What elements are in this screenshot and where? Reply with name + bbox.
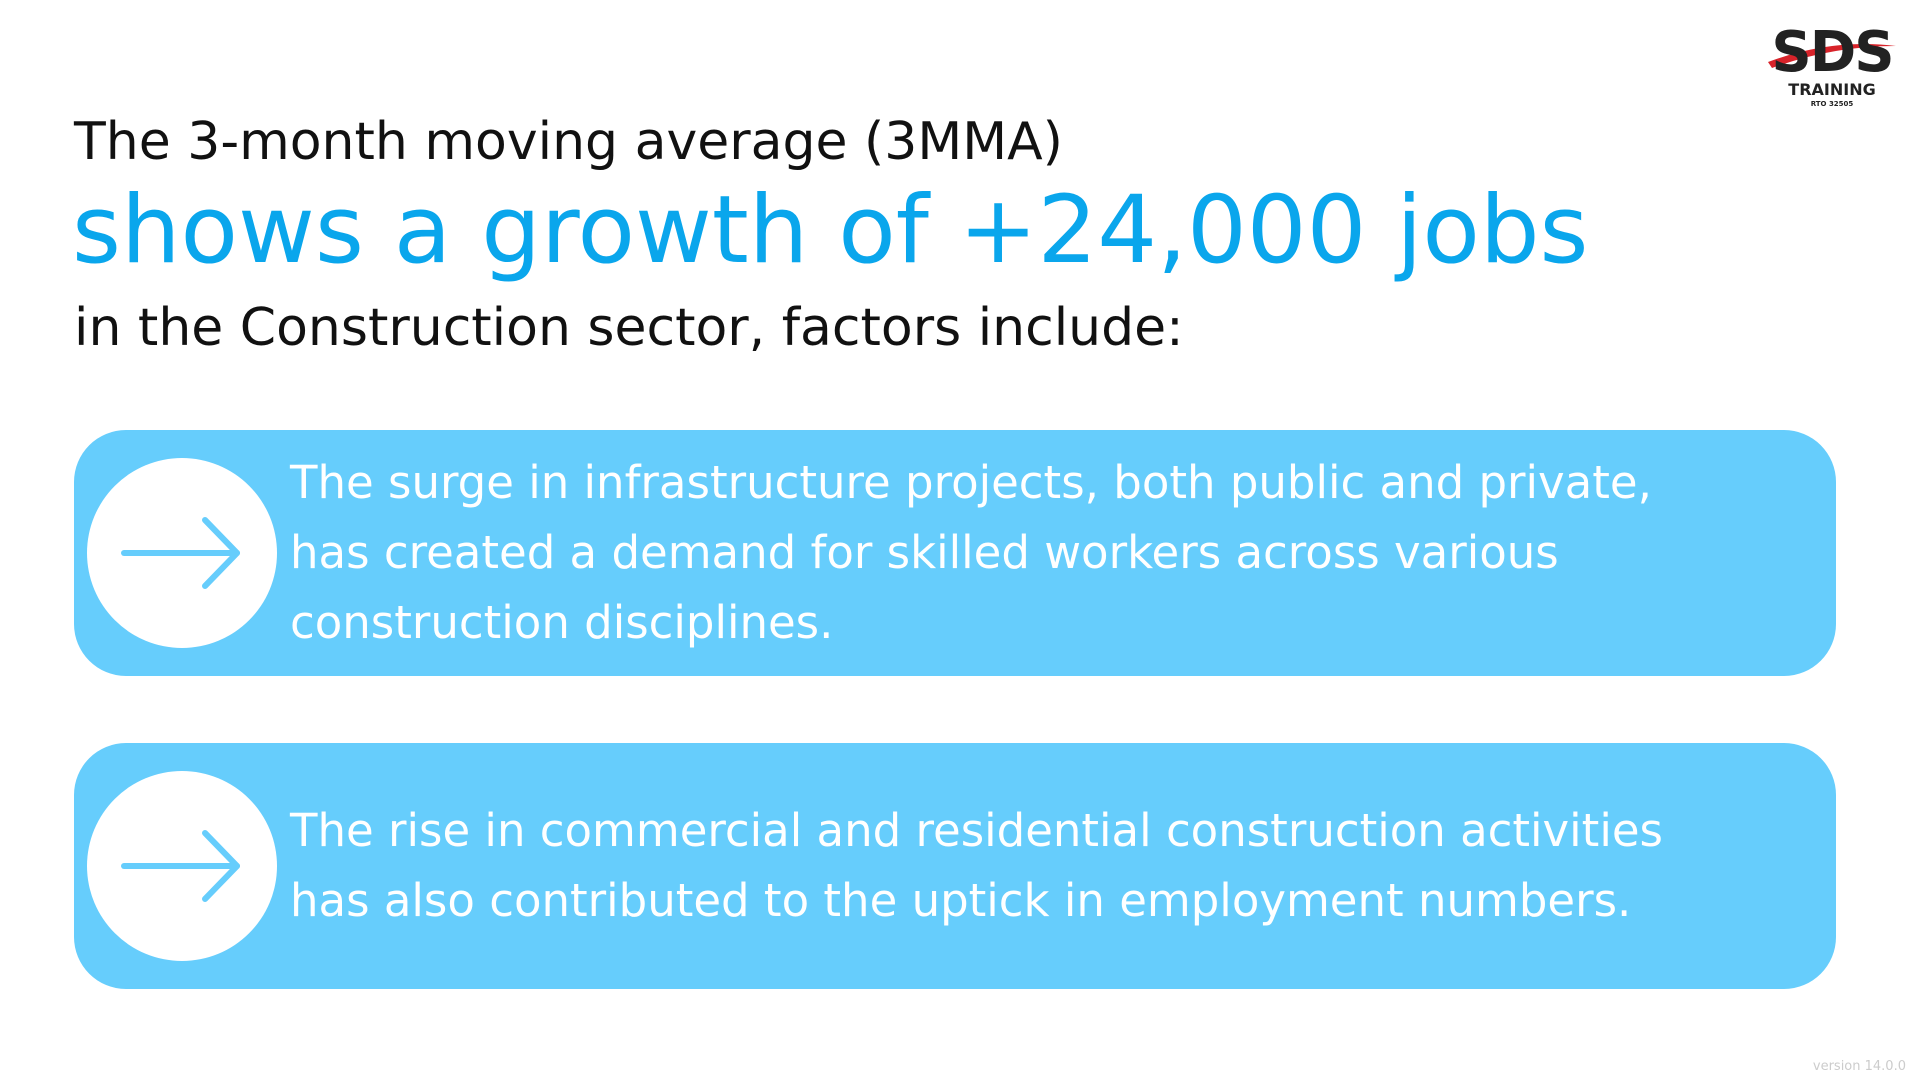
factor-card: The rise in commercial and residential c… xyxy=(74,743,1836,989)
factor-line: The rise in commercial and residential c… xyxy=(290,804,1663,857)
factor-line: has created a demand for skilled workers… xyxy=(290,526,1559,579)
factor-text: The surge in infrastructure projects, bo… xyxy=(290,448,1652,658)
logo: SDS TRAINING RTO 32505 xyxy=(1762,20,1902,112)
arrow xyxy=(121,830,240,902)
logo-subtitle: TRAINING xyxy=(1788,80,1876,99)
version: version 14.0.0 xyxy=(1812,1059,1906,1074)
heading-highlight: shows a growth of +24,000 jobs xyxy=(72,176,1589,285)
arrow-icon xyxy=(87,458,277,648)
heading-line: in the Construction sector, factors incl… xyxy=(74,298,1184,358)
factor-line: The surge in infrastructure projects, bo… xyxy=(290,456,1652,509)
logo-rto: RTO 32505 xyxy=(1810,100,1854,108)
heading-line: The 3-month moving average (3MMA) xyxy=(74,112,1063,172)
logo-swoosh xyxy=(1768,44,1896,68)
arrow xyxy=(121,517,240,589)
logo-brand: SDS xyxy=(1771,20,1894,85)
arrow-icon xyxy=(87,771,277,961)
factor-line: has also contributed to the uptick in em… xyxy=(290,874,1632,927)
factor-text: The rise in commercial and residential c… xyxy=(290,796,1663,936)
factor-line: construction disciplines. xyxy=(290,596,834,649)
factor-card: The surge in infrastructure projects, bo… xyxy=(74,430,1836,676)
